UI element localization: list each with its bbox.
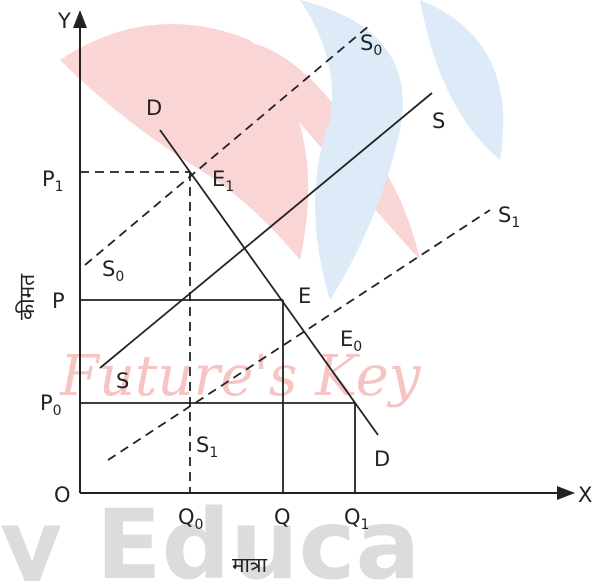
axis-label: Y [57, 9, 71, 33]
curve-label: S1 [196, 433, 218, 461]
diagram: Future's Key y Educa Y X O कीमत मात्रा P… [0, 0, 595, 581]
curve-label: D [374, 447, 390, 471]
price-label: P [52, 289, 65, 313]
equilibrium-label: E0 [340, 327, 362, 355]
curve-label: S [432, 109, 445, 133]
price-label: P1 [42, 167, 64, 195]
watermark-text: Future's Key [59, 344, 422, 409]
quantity-label: Q [274, 505, 291, 529]
curve-label: S0 [102, 257, 124, 285]
curve-label: S0 [360, 31, 382, 59]
price-label: P0 [40, 391, 62, 419]
curve-label: S [116, 369, 129, 393]
axis-label: X [578, 483, 592, 507]
y-arrow [73, 10, 87, 28]
axis-title: कीमत [15, 273, 39, 320]
curve-label: S1 [498, 203, 520, 231]
curve-label: D [146, 96, 162, 120]
origin-label: O [54, 483, 71, 507]
equilibrium-label: E [298, 284, 311, 308]
x-arrow [557, 486, 575, 500]
axis-title: मात्रा [232, 553, 268, 577]
watermark-logo [60, 0, 503, 300]
